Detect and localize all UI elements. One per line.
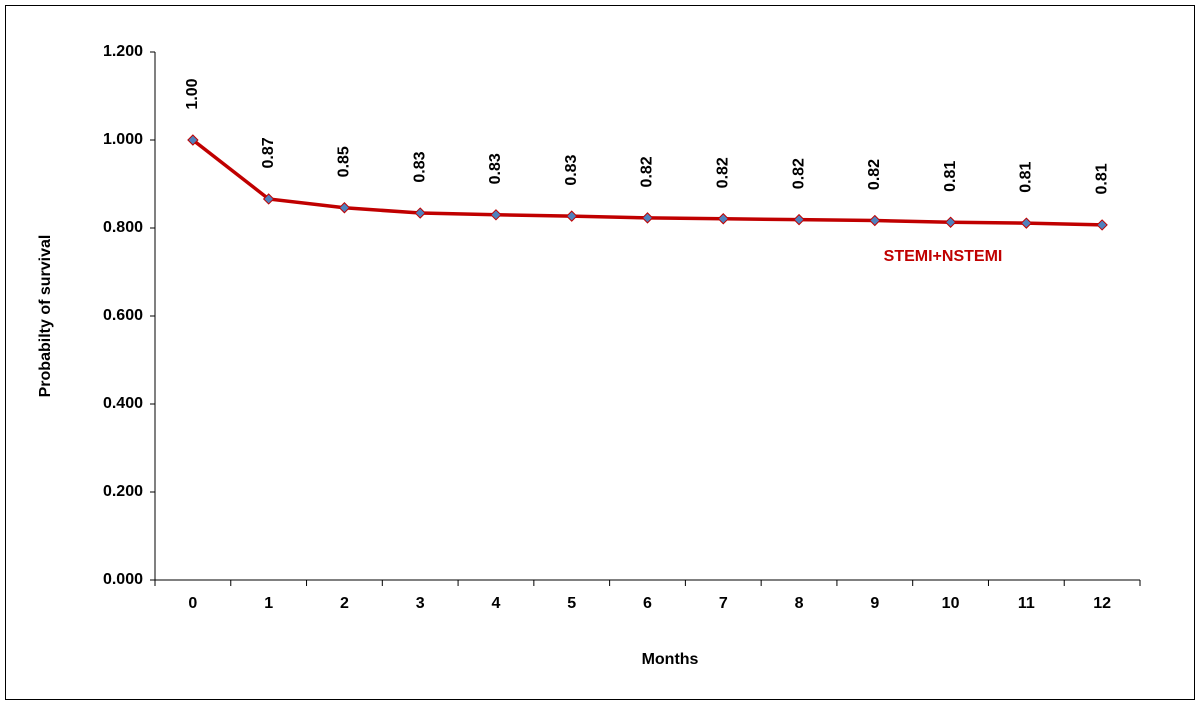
- marker: [1096, 219, 1108, 231]
- marker: [490, 209, 502, 221]
- y-tick-label: 0.000: [103, 571, 143, 588]
- y-tick-label: 1.200: [103, 43, 143, 60]
- x-tick-label: 9: [870, 595, 879, 612]
- x-tick-label: 6: [643, 595, 652, 612]
- data-label: 0.85: [336, 146, 353, 177]
- data-label: 0.82: [790, 158, 807, 189]
- x-tick-label: 7: [719, 595, 728, 612]
- x-tick-label: 4: [492, 595, 501, 612]
- x-tick-label: 12: [1093, 595, 1111, 612]
- marker: [187, 134, 199, 146]
- marker: [869, 214, 881, 227]
- data-label: 0.83: [487, 153, 504, 184]
- x-axis-title: Months: [642, 651, 699, 668]
- marker: [793, 213, 805, 226]
- data-label: 0.87: [260, 137, 277, 168]
- marker: [262, 193, 275, 205]
- y-tick-label: 0.800: [103, 219, 143, 236]
- marker: [338, 202, 351, 214]
- y-tick-label: 1.000: [103, 131, 143, 148]
- series-label: STEMI+NSTEMI: [884, 248, 1003, 265]
- marker: [717, 213, 729, 225]
- data-label: 0.82: [639, 156, 656, 187]
- x-tick-label: 0: [188, 595, 197, 612]
- x-tick-label: 5: [567, 595, 576, 612]
- chart-border: [5, 5, 1195, 700]
- marker: [566, 210, 578, 222]
- marker: [944, 216, 957, 228]
- y-tick-label: 0.400: [103, 395, 143, 412]
- x-tick-label: 11: [1018, 595, 1035, 612]
- data-label: 0.81: [1093, 163, 1110, 194]
- marker: [641, 212, 654, 224]
- y-tick-label: 0.200: [103, 483, 143, 500]
- data-label: 0.82: [866, 159, 883, 190]
- x-tick-label: 1: [264, 595, 273, 612]
- data-label: 0.81: [942, 161, 959, 192]
- data-label: 0.83: [563, 154, 580, 185]
- data-label: 0.81: [1018, 161, 1035, 192]
- x-tick-label: 2: [340, 595, 349, 612]
- y-axis-title: Probabilty of survival: [37, 235, 54, 398]
- y-tick-label: 0.600: [103, 307, 143, 324]
- marker: [414, 207, 426, 219]
- x-tick-label: 10: [942, 595, 960, 612]
- data-label: 0.83: [411, 151, 428, 182]
- marker: [1020, 217, 1033, 229]
- x-tick-label: 8: [795, 595, 804, 612]
- data-label: 0.82: [714, 157, 731, 188]
- x-tick-label: 3: [416, 595, 425, 612]
- data-label: 1.00: [184, 78, 201, 109]
